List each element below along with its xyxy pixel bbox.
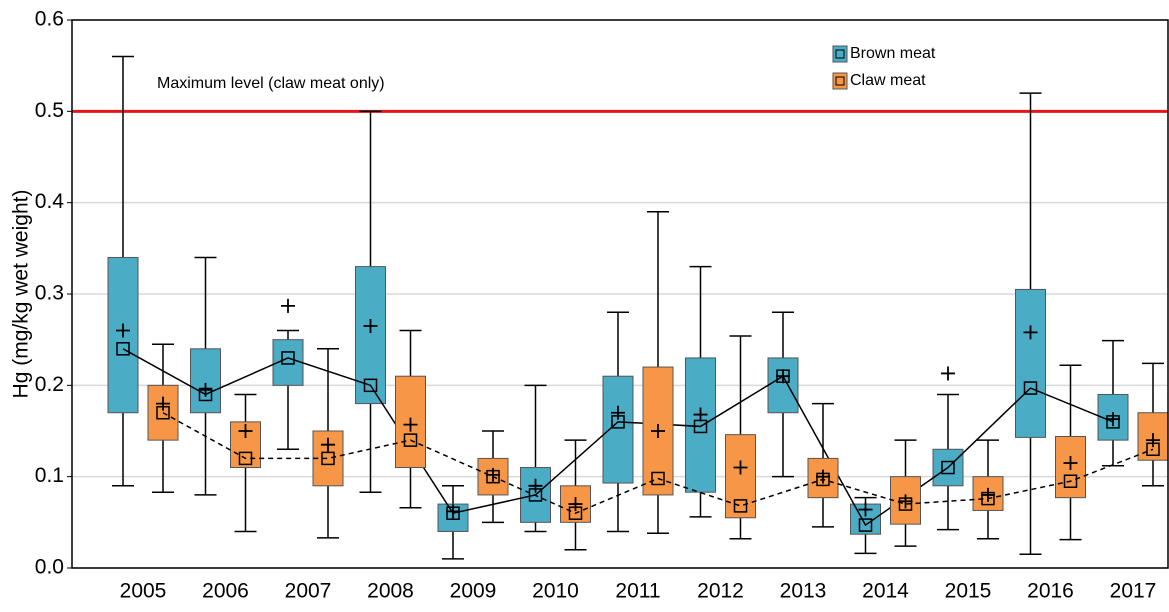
box-group [272,329,304,451]
median-marker [1063,474,1078,488]
mean-marker [1063,455,1078,470]
box-group [807,402,839,528]
legend-marker [835,76,845,86]
mean-marker [693,407,708,422]
mean-marker [116,323,130,338]
x-tick-label: 2012 [697,580,744,603]
median-marker [116,342,130,356]
y-tick-label: 0.6 [35,8,64,31]
median-marker [403,433,418,447]
box [1015,288,1046,438]
median-marker [733,499,748,513]
box-group [767,311,799,478]
mean-marker [321,437,335,452]
legend-swatch [832,45,848,63]
median-marker [238,451,253,466]
box-group [230,393,261,533]
mean-marker [568,497,583,512]
x-tick-label: 2014 [862,580,909,603]
box-group [560,439,591,551]
mean-marker [446,504,460,519]
x-tick-label: 2011 [615,580,660,603]
box-group [1055,364,1086,541]
plot-frame [71,19,1169,569]
box [230,421,261,469]
x-tick-label: 2008 [367,580,414,603]
box-group [890,439,921,547]
box-group [520,384,551,533]
mean-marker [363,318,378,333]
mean-marker [611,405,625,420]
legend-label: Claw meat [850,72,926,89]
box [685,357,716,493]
mean-marker [941,366,955,381]
median-marker [941,460,955,475]
box [642,366,674,496]
mean-marker [486,467,500,482]
box-group [685,265,716,518]
median-marker [858,518,873,532]
mean-marker [238,424,253,438]
y-tick-label: 0.1 [35,464,64,487]
box-group [602,311,634,533]
mean-marker [281,298,295,313]
mean-marker [733,460,748,475]
mean-marker [858,502,873,517]
box-group [107,55,139,487]
legend-swatch [832,72,848,90]
y-tick-label: 0.5 [35,99,64,122]
median-marker [1023,381,1038,395]
mean-marker [528,478,543,493]
mean-marker [198,382,213,397]
mean-marker [816,469,830,484]
x-tick-label: 2007 [285,580,332,603]
mean-marker [1146,433,1160,448]
box [190,348,221,414]
mean-marker [403,417,418,432]
box [725,434,756,519]
median-marker [363,378,378,393]
box-group [190,256,221,496]
median-marker [281,351,295,365]
median-marker [321,451,335,466]
mean-marker [1023,325,1038,340]
y-tick-label: 0.3 [35,282,64,305]
y-axis-label: Hg (mg/kg wet weight) [10,190,33,399]
x-tick-label: 2009 [450,580,497,603]
box [602,375,634,484]
box [355,266,386,405]
legend-label: Brown meat [850,45,936,62]
y-tick-label: 0.2 [35,373,64,396]
mean-marker [981,487,995,502]
x-tick-label: 2015 [945,580,992,603]
mean-marker [156,396,170,411]
box-group [1015,92,1046,556]
y-tick-label: 0.0 [35,556,64,579]
x-tick-label: 2016 [1027,580,1074,603]
median-marker [651,471,665,486]
x-tick-label: 2013 [780,580,827,603]
box-group [355,110,386,493]
y-tick-label: 0.4 [35,190,65,213]
legend-marker [835,49,845,59]
reference-label: Maximum level (claw meat only) [157,75,385,92]
mean-marker [651,424,665,438]
mean-marker [1106,412,1120,427]
box-group [642,211,674,535]
box-group [725,335,756,540]
x-tick-label: 2017 [1110,580,1157,603]
box [767,357,799,414]
x-tick-label: 2010 [532,580,579,603]
mean-marker [776,369,790,384]
box-group [1137,362,1169,487]
x-tick-label: 2006 [202,580,249,603]
median-line [122,348,1114,527]
box-group [1097,339,1129,467]
mean-marker [898,494,913,509]
x-tick-label: 2005 [120,580,167,603]
